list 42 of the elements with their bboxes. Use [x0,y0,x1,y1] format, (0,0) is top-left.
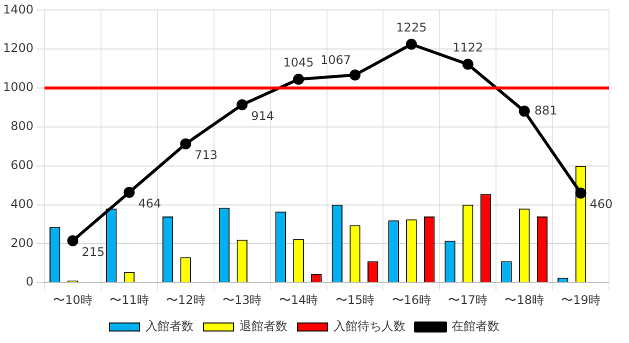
y-tick-label: 600 [10,158,34,172]
point [180,138,192,150]
data-label: 1122 [452,40,484,54]
legend-label: 在館者数 [452,319,500,334]
point [124,186,135,198]
x-tick-label: 〜19時 [561,292,600,307]
data-label: 464 [138,196,162,210]
data-label: 460 [590,197,613,212]
x-tick-label: 〜18時 [504,292,544,307]
y-tick-label: 1400 [2,2,34,16]
x-tick-label: 〜14時 [278,292,318,307]
legend-label: 入館者数 [146,319,194,334]
y-tick-label: 800 [10,119,34,134]
x-tick-label: 〜11時 [110,292,149,307]
point [462,58,474,70]
data-label: 713 [194,148,218,162]
point [293,74,304,85]
point [349,69,360,80]
data-label: 881 [534,103,558,118]
data-label: 1067 [320,53,351,68]
point [236,99,248,110]
x-tick-label: 〜10時 [53,292,92,307]
legend-label: 入館待ち人数 [334,319,406,334]
x-tick-label: 〜13時 [222,292,262,307]
point [518,106,530,117]
y-tick-label: 200 [10,236,34,250]
legend-label: 退館者数 [240,319,288,334]
data-label: 1225 [396,20,427,34]
point [67,235,78,246]
data-label: 914 [251,108,274,123]
x-tick-label: 〜17時 [448,292,488,307]
y-tick-label: 0 [26,274,34,289]
y-tick-label: 1200 [2,41,34,56]
x-tick-label: 〜12時 [166,292,206,307]
y-tick-label: 1000 [2,80,34,94]
x-tick-label: 〜16時 [392,292,432,307]
point [575,188,586,199]
data-label: 215 [82,244,105,259]
x-tick-label: 〜15時 [335,292,375,307]
point [406,38,417,50]
data-label: 1045 [283,55,314,70]
y-tick-label: 400 [10,196,34,211]
